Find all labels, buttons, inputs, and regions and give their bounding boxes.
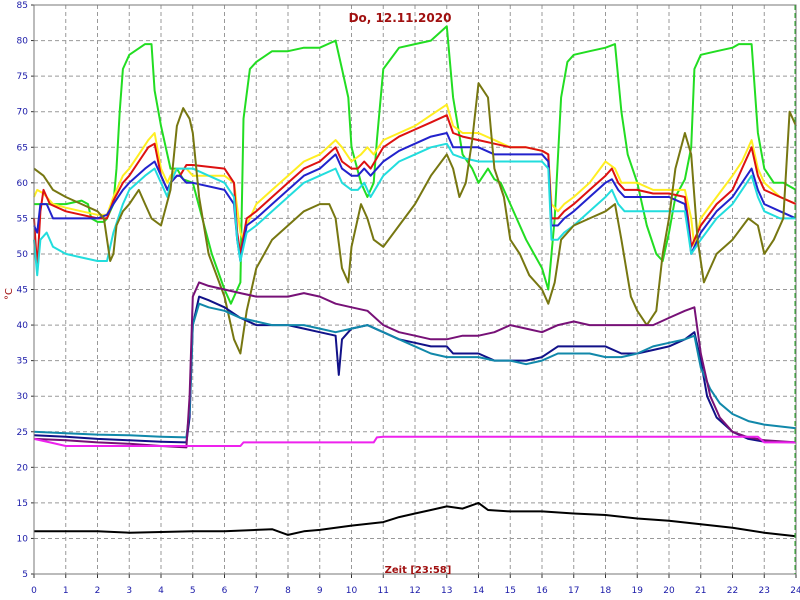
series-line-7 xyxy=(33,295,797,444)
y-tick-label: 55 xyxy=(17,214,28,224)
series-line-10 xyxy=(33,435,796,447)
x-tick-label: 13 xyxy=(441,586,452,596)
y-tick-label: 20 xyxy=(17,463,29,473)
y-tick-label: 80 xyxy=(17,37,29,47)
x-tick-label: 5 xyxy=(190,586,196,596)
y-tick-label: 70 xyxy=(17,108,29,118)
x-tick-label: 3 xyxy=(126,586,132,596)
y-tick-labels: 5 10 15 20 25 30 35 40 45 50 55 60 65 70 75 80 85 xyxy=(17,1,34,580)
y-tick-label: 85 xyxy=(17,1,28,11)
plot-frame xyxy=(33,4,797,575)
series-line-4 xyxy=(33,132,797,262)
y-tick-label: 5 xyxy=(22,570,28,580)
y-tick-label: 75 xyxy=(17,72,28,82)
x-tick-label: 9 xyxy=(317,586,323,596)
y-axis-label: °C xyxy=(4,288,15,300)
x-tick-label: 1 xyxy=(63,586,69,596)
series-line-1 xyxy=(34,25,797,305)
x-tick-label: 18 xyxy=(600,586,612,596)
x-tick-label: 19 xyxy=(632,586,644,596)
y-tick-label: 60 xyxy=(17,179,29,189)
y-tick-label: 45 xyxy=(17,286,28,296)
y-tick-label: 50 xyxy=(17,250,29,260)
x-tick-label: 22 xyxy=(727,586,738,596)
y-tick-label: 40 xyxy=(17,321,29,331)
x-axis-label: Zeit [23:58] xyxy=(385,565,452,576)
x-tick-label: 2 xyxy=(95,586,101,596)
y-tick-label: 25 xyxy=(17,428,28,438)
y-tick-label: 15 xyxy=(17,499,28,509)
series-line-11 xyxy=(34,501,797,538)
y-tick-label: 65 xyxy=(17,143,28,153)
x-tick-label: 12 xyxy=(409,586,420,596)
x-tick-label: 7 xyxy=(253,586,259,596)
y-tick-label: 10 xyxy=(17,534,29,544)
x-tick-label: 10 xyxy=(346,586,358,596)
series-line-2 xyxy=(33,103,797,248)
x-tick-label: 0 xyxy=(31,586,37,596)
series-line-9 xyxy=(33,281,797,449)
x-tick-label: 21 xyxy=(695,586,706,596)
x-tick-label: 14 xyxy=(473,586,485,596)
x-tick-label: 20 xyxy=(663,586,675,596)
x-tick-labels: 0 1 2 3 4 5 6 7 8 9 10 11 12 13 14 15 16 17 18 19 20 21 22 23 24 xyxy=(31,574,800,596)
x-tick-label: 8 xyxy=(285,586,291,596)
series-line-5 xyxy=(33,142,796,277)
series-line-6 xyxy=(33,82,797,355)
x-tick-label: 23 xyxy=(759,586,770,596)
chart-title: Do, 12.11.2020 xyxy=(349,11,452,25)
y-tick-label: 35 xyxy=(17,357,28,367)
y-tick-label: 30 xyxy=(17,392,29,402)
x-tick-label: 11 xyxy=(378,586,389,596)
series-lines xyxy=(33,25,797,538)
x-tick-label: 16 xyxy=(536,586,548,596)
x-tick-label: 15 xyxy=(505,586,516,596)
series-line-8 xyxy=(33,302,797,439)
x-tick-label: 6 xyxy=(222,586,228,596)
x-tick-label: 17 xyxy=(568,586,579,596)
series-line-3 xyxy=(33,114,797,270)
x-tick-label: 4 xyxy=(158,586,164,596)
x-tick-label: 24 xyxy=(790,586,800,596)
